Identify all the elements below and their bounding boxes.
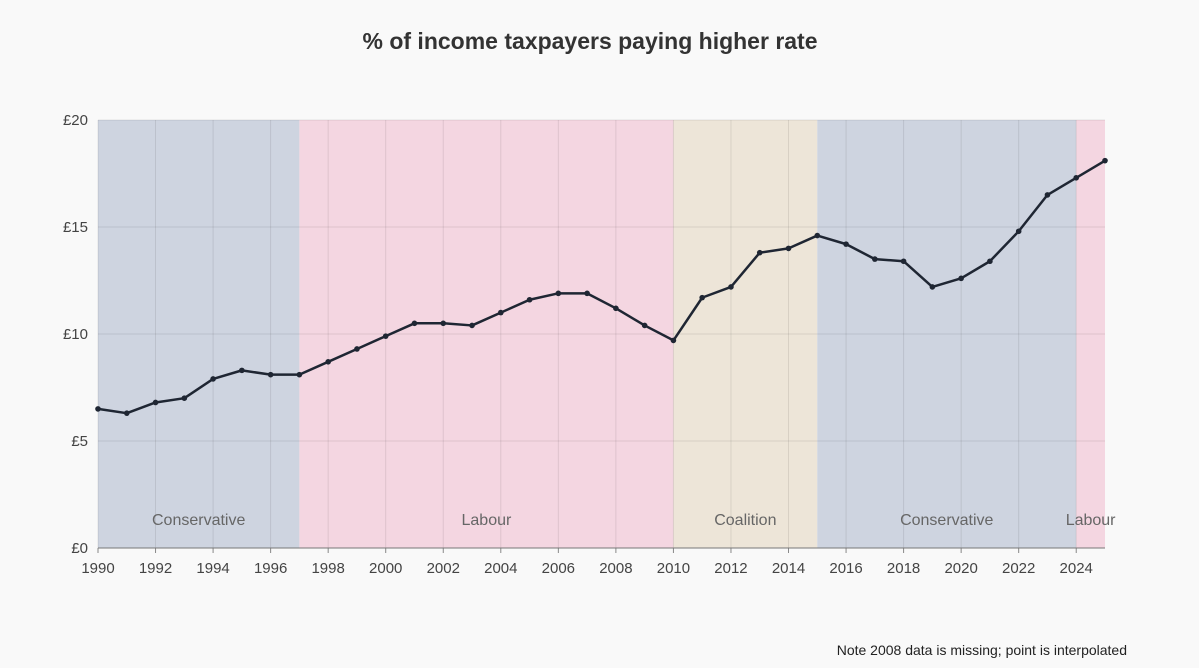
data-point xyxy=(1102,157,1108,164)
x-tick-label: 1990 xyxy=(81,560,114,577)
period-band xyxy=(1076,120,1105,548)
data-point xyxy=(354,346,360,352)
data-point xyxy=(440,320,447,327)
data-point xyxy=(785,245,792,252)
x-tick-label: 2020 xyxy=(944,560,977,577)
data-point xyxy=(843,241,849,247)
data-point xyxy=(498,309,504,316)
y-tick-label: £20 xyxy=(63,112,88,129)
period-label: Labour xyxy=(462,512,512,529)
data-point xyxy=(756,249,763,256)
x-tick-label: 2000 xyxy=(369,560,402,577)
x-tick-label: 2014 xyxy=(772,560,805,577)
series-line xyxy=(96,159,1107,415)
y-tick-label: £5 xyxy=(71,433,88,450)
data-point xyxy=(613,305,619,312)
x-tick-label: 1996 xyxy=(254,560,287,577)
x-tick-label: 2010 xyxy=(657,560,690,577)
y-tick-label: £15 xyxy=(63,219,88,236)
data-point xyxy=(1015,228,1022,235)
data-point xyxy=(325,359,331,365)
period-label: Conservative xyxy=(152,512,245,529)
x-tick-label: 2004 xyxy=(484,560,517,577)
chart-title: % of income taxpayers paying higher rate xyxy=(362,28,818,54)
period-band xyxy=(673,120,818,548)
data-point xyxy=(872,256,878,262)
x-tick-label: 2002 xyxy=(427,560,460,577)
series-line-0 xyxy=(96,159,1107,415)
period-label: Labour xyxy=(1066,512,1116,529)
data-point xyxy=(814,232,821,239)
data-point xyxy=(555,290,562,297)
data-point xyxy=(210,376,216,382)
period-band xyxy=(817,120,1077,548)
gridlines xyxy=(97,119,1105,549)
data-point xyxy=(526,296,533,303)
axes: 1990 1992 1994 1996 1998 2000 2002 2004 2006 2008… xyxy=(63,112,1105,577)
period-band xyxy=(98,120,300,548)
x-tick-label: 2022 xyxy=(1002,560,1035,577)
y-tick-label: £0 xyxy=(71,540,88,557)
party-periods xyxy=(98,120,1105,548)
y-tick-label: £10 xyxy=(63,326,88,343)
data-point xyxy=(469,322,475,329)
period-labels: Conservative Labour Coalition Conservative L… xyxy=(152,512,1116,529)
period-label: Coalition xyxy=(714,512,776,529)
data-point xyxy=(670,337,677,344)
data-point xyxy=(296,371,303,378)
data-point xyxy=(958,275,964,282)
period-label: Conservative xyxy=(900,512,993,529)
chart-note: Note 2008 data is missing; point is inte… xyxy=(836,642,1127,658)
data-point xyxy=(987,258,993,265)
data-point xyxy=(699,294,705,301)
data-point xyxy=(584,290,590,297)
data-point xyxy=(267,371,274,378)
x-tick-label: 2012 xyxy=(714,560,747,577)
x-tick-label: 1994 xyxy=(196,560,229,577)
data-point xyxy=(95,406,101,412)
data-point xyxy=(152,399,159,406)
x-tick-label: 2006 xyxy=(542,560,575,577)
x-tick-label: 1998 xyxy=(311,560,344,577)
data-point xyxy=(411,320,418,327)
data-point xyxy=(123,410,130,416)
data-point xyxy=(641,322,648,329)
data-point xyxy=(900,258,907,265)
data-point xyxy=(1044,192,1051,198)
x-tick-label: 2018 xyxy=(887,560,920,577)
x-tick-label: 1992 xyxy=(139,560,172,577)
data-point xyxy=(1073,174,1080,181)
data-point xyxy=(239,367,245,374)
data-point xyxy=(382,333,389,339)
x-tick-label: 2008 xyxy=(599,560,632,577)
x-tick-label: 2016 xyxy=(829,560,862,577)
series-points xyxy=(95,157,1108,416)
period-band xyxy=(299,120,674,548)
data-point xyxy=(181,395,188,402)
x-tick-label: 2024 xyxy=(1060,560,1093,577)
data-point xyxy=(929,284,936,290)
data-point xyxy=(728,284,734,290)
